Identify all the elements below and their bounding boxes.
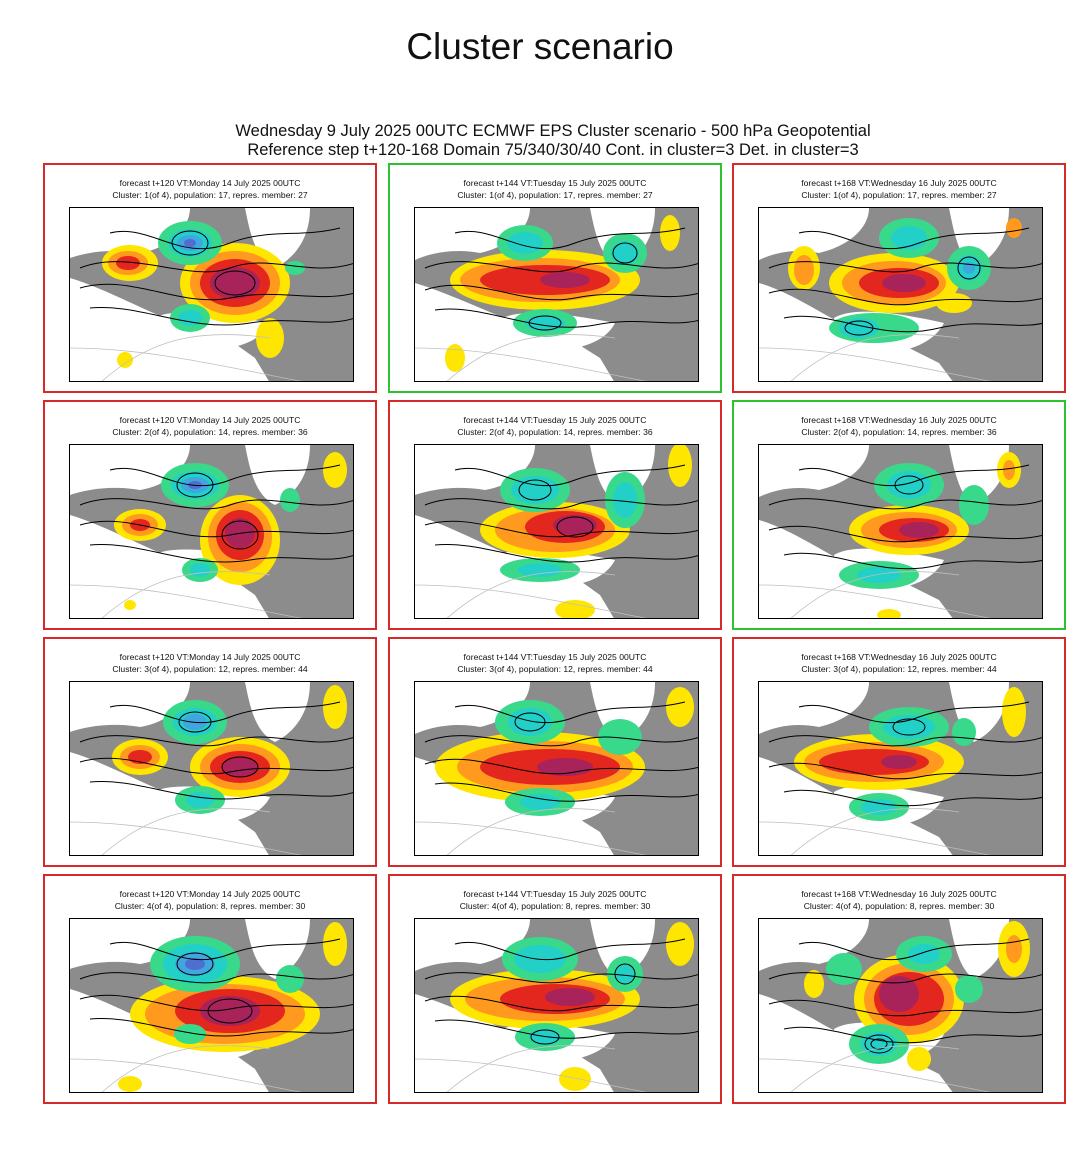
panel-c3-t144[interactable]: forecast t+144 VT:Tuesday 15 July 2025 0… xyxy=(388,637,722,867)
geopotential-anomaly-map xyxy=(414,918,699,1093)
panel-forecast-title: forecast t+168 VT:Wednesday 16 July 2025… xyxy=(801,652,997,662)
panel-title-block: forecast t+168 VT:Wednesday 16 July 2025… xyxy=(734,177,1064,201)
panel-forecast-title: forecast t+120 VT:Monday 14 July 2025 00… xyxy=(119,415,301,425)
geopotential-anomaly-map xyxy=(758,207,1043,382)
panel-forecast-title: forecast t+168 VT:Wednesday 16 July 2025… xyxy=(801,178,997,188)
geopotential-anomaly-map xyxy=(414,681,699,856)
geopotential-anomaly-map xyxy=(69,681,354,856)
cluster-panel-grid: forecast t+120 VT:Monday 14 July 2025 00… xyxy=(43,163,1067,1104)
panel-forecast-title: forecast t+168 VT:Wednesday 16 July 2025… xyxy=(801,889,997,899)
panel-cluster-subtitle: Cluster: 3(of 4), population: 12, repres… xyxy=(112,664,308,674)
panel-title-block: forecast t+120 VT:Monday 14 July 2025 00… xyxy=(45,177,375,201)
panel-c4-t120[interactable]: forecast t+120 VT:Monday 14 July 2025 00… xyxy=(43,874,377,1104)
panel-title-block: forecast t+120 VT:Monday 14 July 2025 00… xyxy=(45,414,375,438)
panel-c1-t120[interactable]: forecast t+120 VT:Monday 14 July 2025 00… xyxy=(43,163,377,393)
panel-c4-t168[interactable]: forecast t+168 VT:Wednesday 16 July 2025… xyxy=(732,874,1066,1104)
panel-cluster-subtitle: Cluster: 4(of 4), population: 8, repres.… xyxy=(114,901,306,911)
panel-forecast-title: forecast t+144 VT:Tuesday 15 July 2025 0… xyxy=(463,652,647,662)
panel-cluster-subtitle: Cluster: 4(of 4), population: 8, repres.… xyxy=(803,901,995,911)
panel-cluster-subtitle: Cluster: 3(of 4), population: 12, repres… xyxy=(457,664,653,674)
panel-c2-t168[interactable]: forecast t+168 VT:Wednesday 16 July 2025… xyxy=(732,400,1066,630)
panel-cluster-subtitle: Cluster: 3(of 4), population: 12, repres… xyxy=(801,664,997,674)
panel-cluster-subtitle: Cluster: 4(of 4), population: 8, repres.… xyxy=(459,901,651,911)
panel-title-block: forecast t+120 VT:Monday 14 July 2025 00… xyxy=(45,651,375,675)
panel-forecast-title: forecast t+144 VT:Tuesday 15 July 2025 0… xyxy=(463,415,647,425)
panel-forecast-title: forecast t+144 VT:Tuesday 15 July 2025 0… xyxy=(463,889,647,899)
chart-header: Wednesday 9 July 2025 00UTC ECMWF EPS Cl… xyxy=(0,122,1080,160)
geopotential-anomaly-map xyxy=(758,444,1043,619)
panel-forecast-title: forecast t+120 VT:Monday 14 July 2025 00… xyxy=(119,889,301,899)
panel-c2-t144[interactable]: forecast t+144 VT:Tuesday 15 July 2025 0… xyxy=(388,400,722,630)
panel-forecast-title: forecast t+120 VT:Monday 14 July 2025 00… xyxy=(119,178,301,188)
panel-cluster-subtitle: Cluster: 2(of 4), population: 14, repres… xyxy=(112,427,308,437)
panel-forecast-title: forecast t+120 VT:Monday 14 July 2025 00… xyxy=(119,652,301,662)
panel-c3-t120[interactable]: forecast t+120 VT:Monday 14 July 2025 00… xyxy=(43,637,377,867)
panel-title-block: forecast t+120 VT:Monday 14 July 2025 00… xyxy=(45,888,375,912)
panel-cluster-subtitle: Cluster: 1(of 4), population: 17, repres… xyxy=(801,190,997,200)
panel-c1-t168[interactable]: forecast t+168 VT:Wednesday 16 July 2025… xyxy=(732,163,1066,393)
header-line-1: Wednesday 9 July 2025 00UTC ECMWF EPS Cl… xyxy=(235,122,871,140)
panel-cluster-subtitle: Cluster: 1(of 4), population: 17, repres… xyxy=(457,190,653,200)
geopotential-anomaly-map xyxy=(414,207,699,382)
header-line-2: Reference step t+120-168 Domain 75/340/3… xyxy=(247,141,859,159)
panel-title-block: forecast t+168 VT:Wednesday 16 July 2025… xyxy=(734,651,1064,675)
panel-c1-t144[interactable]: forecast t+144 VT:Tuesday 15 July 2025 0… xyxy=(388,163,722,393)
geopotential-anomaly-map xyxy=(758,681,1043,856)
panel-c2-t120[interactable]: forecast t+120 VT:Monday 14 July 2025 00… xyxy=(43,400,377,630)
page-title: Cluster scenario xyxy=(406,26,674,67)
geopotential-anomaly-map xyxy=(69,444,354,619)
panel-cluster-subtitle: Cluster: 1(of 4), population: 17, repres… xyxy=(112,190,308,200)
panel-title-block: forecast t+144 VT:Tuesday 15 July 2025 0… xyxy=(390,177,720,201)
panel-c4-t144[interactable]: forecast t+144 VT:Tuesday 15 July 2025 0… xyxy=(388,874,722,1104)
geopotential-anomaly-map xyxy=(414,444,699,619)
panel-title-block: forecast t+168 VT:Wednesday 16 July 2025… xyxy=(734,414,1064,438)
panel-title-block: forecast t+144 VT:Tuesday 15 July 2025 0… xyxy=(390,651,720,675)
geopotential-anomaly-map xyxy=(69,918,354,1093)
panel-forecast-title: forecast t+168 VT:Wednesday 16 July 2025… xyxy=(801,415,997,425)
geopotential-anomaly-map xyxy=(758,918,1043,1093)
panel-title-block: forecast t+144 VT:Tuesday 15 July 2025 0… xyxy=(390,414,720,438)
panel-title-block: forecast t+144 VT:Tuesday 15 July 2025 0… xyxy=(390,888,720,912)
geopotential-anomaly-map xyxy=(69,207,354,382)
panel-title-block: forecast t+168 VT:Wednesday 16 July 2025… xyxy=(734,888,1064,912)
panel-forecast-title: forecast t+144 VT:Tuesday 15 July 2025 0… xyxy=(463,178,647,188)
panel-cluster-subtitle: Cluster: 2(of 4), population: 14, repres… xyxy=(801,427,997,437)
panel-c3-t168[interactable]: forecast t+168 VT:Wednesday 16 July 2025… xyxy=(732,637,1066,867)
panel-cluster-subtitle: Cluster: 2(of 4), population: 14, repres… xyxy=(457,427,653,437)
